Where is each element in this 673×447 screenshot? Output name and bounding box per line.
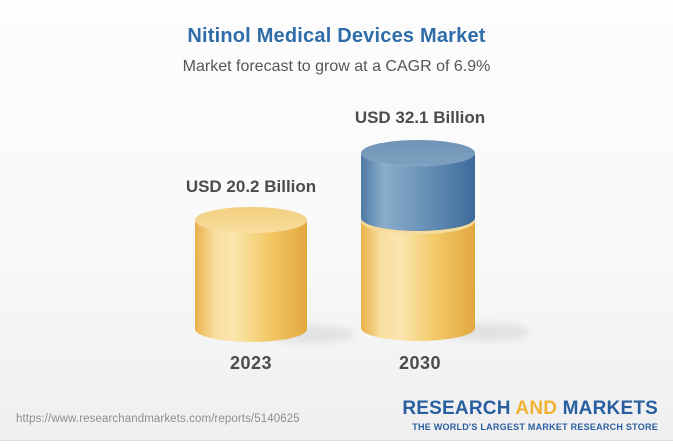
cylinder-2030-base-segment [361,221,475,341]
x-axis-label-2030: 2030 [398,353,442,373]
cylinder-2023-top-face [195,207,307,233]
cylinder-2030-top-face [361,140,475,166]
cylinder-2023-body [195,220,307,342]
x-axis-label-2023: 2023 [229,353,273,373]
logo-word-and: AND [515,398,558,419]
cylinder-2030 [361,140,475,341]
logo-word-research: RESEARCH [402,398,511,419]
brand-logo-wordmark: RESEARCH AND MARKETS [402,398,658,420]
value-label-2030: USD 32.1 Billion [354,108,486,127]
chart-subtitle: Market forecast to grow at a CAGR of 6.9… [182,58,491,75]
brand-logo: RESEARCH AND MARKETS THE WORLD'S LARGEST… [402,398,658,432]
cylinder-2023 [195,207,307,342]
logo-word-markets: MARKETS [562,398,658,419]
logo-tagline: THE WORLD'S LARGEST MARKET RESEARCH STOR… [412,421,658,432]
source-url: https://www.researchandmarkets.com/repor… [16,413,300,425]
cylinder-2030-growth-segment [361,153,475,231]
chart-title: Nitinol Medical Devices Market [187,25,486,47]
value-label-2023: USD 20.2 Billion [185,177,317,196]
